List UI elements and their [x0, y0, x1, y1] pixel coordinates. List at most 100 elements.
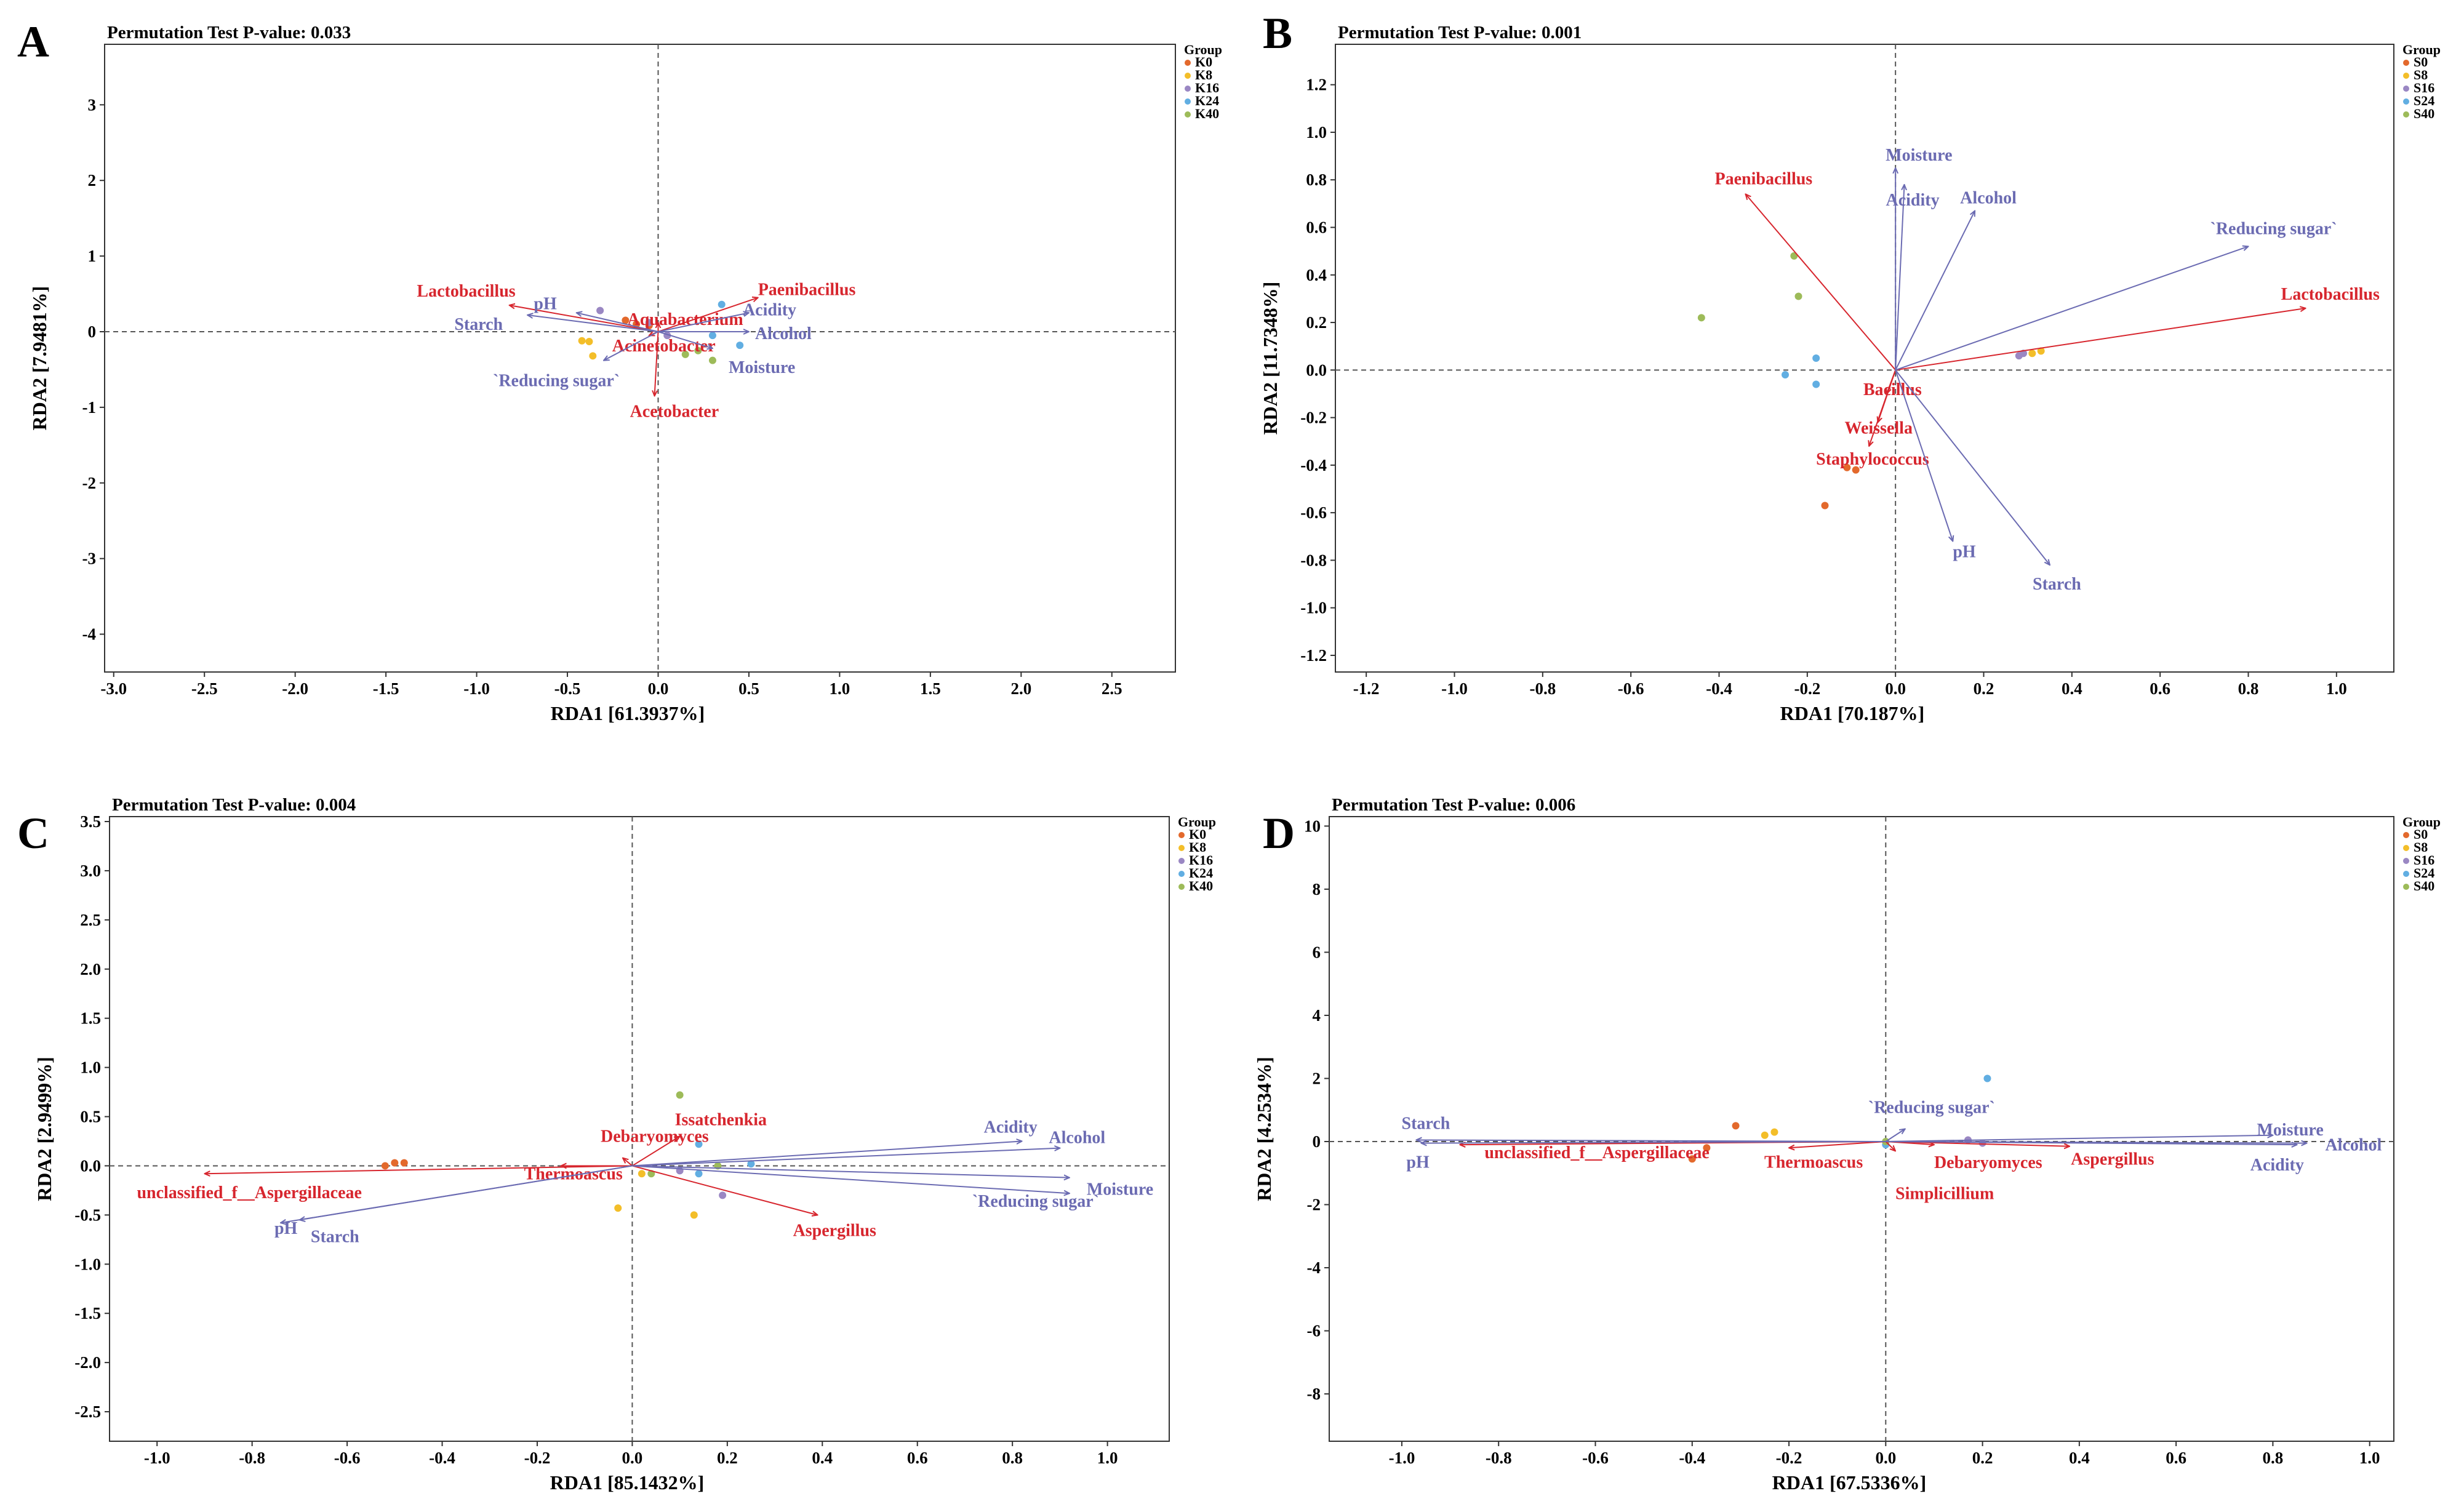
y-axis-label: RDA2 [11.7348%] — [1259, 282, 1281, 435]
y-tick-label: 0.8 — [1306, 170, 1327, 189]
x-tick-label: 0.6 — [907, 1449, 928, 1467]
env-arrow-label: Starch — [2033, 575, 2081, 594]
species-arrow-label: Paenibacillus — [1715, 169, 1813, 188]
legend-swatch — [1185, 73, 1191, 79]
x-tick-label: -0.8 — [1529, 679, 1556, 698]
legend-swatch — [2403, 858, 2409, 864]
y-tick-label: -4 — [1307, 1258, 1321, 1277]
y-tick-label: -1.0 — [1300, 599, 1327, 617]
legend-swatch — [2403, 60, 2409, 66]
sample-point — [2037, 347, 2045, 355]
legend-entry: K16 — [1189, 852, 1213, 868]
env-arrow-label: Acidity — [984, 1118, 1038, 1137]
sample-point — [695, 1140, 703, 1148]
x-tick-label: -1.2 — [1353, 679, 1380, 698]
env-arrow — [1895, 369, 2050, 565]
env-arrow — [1421, 1142, 1886, 1143]
y-tick-label: -1 — [82, 398, 97, 417]
y-tick-label: -0.8 — [1300, 551, 1327, 569]
panel-letter: D — [1263, 809, 1295, 858]
env-arrow — [1895, 246, 2248, 371]
y-tick-label: -2 — [1307, 1196, 1321, 1214]
y-tick-label: 2.5 — [80, 911, 101, 929]
species-arrow-label: Aspergillus — [2071, 1150, 2154, 1169]
sample-point — [1978, 1139, 1986, 1147]
sample-point — [690, 1211, 698, 1219]
y-tick-label: 2 — [88, 171, 97, 190]
sample-point — [719, 1191, 727, 1199]
x-tick-label: 0.8 — [2263, 1449, 2284, 1467]
y-tick-label: -1.2 — [1300, 646, 1327, 665]
panel-title: Permutation Test P-value: 0.006 — [1332, 795, 1575, 815]
legend-entry: S8 — [2414, 67, 2428, 82]
panel-d: D Permutation Test P-value: 0.006 -1.0 -0.8… — [1253, 795, 2441, 1494]
legend-swatch — [1185, 98, 1191, 105]
x-tick-label: -1.0 — [463, 679, 490, 698]
env-arrow — [300, 1165, 633, 1220]
sample-point — [622, 316, 630, 324]
env-arrow — [632, 1165, 1069, 1177]
sample-point — [676, 1091, 684, 1099]
env-arrow — [658, 331, 712, 348]
env-arrow-label: pH — [534, 294, 557, 313]
env-arrow-label: Acidity — [743, 300, 796, 319]
sample-point — [1688, 1155, 1696, 1163]
x-tick-label: 1.0 — [2326, 679, 2347, 698]
species-arrow — [204, 1165, 633, 1174]
sample-point — [747, 1160, 755, 1168]
x-tick-label: 0.6 — [2166, 1449, 2186, 1467]
y-tick-label: -0.4 — [1300, 456, 1327, 474]
x-tick-label: -1.0 — [1389, 1449, 1415, 1467]
env-arrow-label: Moisture — [1087, 1180, 1153, 1199]
env-arrow-label: Alcohol — [2325, 1136, 2382, 1155]
env-arrow-label: `Reducing sugar` — [2210, 219, 2337, 238]
species-arrow — [623, 1158, 633, 1167]
y-tick-label: -2 — [82, 474, 97, 492]
env-arrow-label: `Reducing sugar` — [1868, 1098, 1995, 1118]
panel-title: Permutation Test P-value: 0.033 — [107, 23, 351, 42]
legend-swatch — [1178, 884, 1185, 890]
species-arrow — [1895, 308, 2306, 371]
x-tick-label: -2.5 — [191, 679, 218, 698]
legend-entry: K40 — [1189, 878, 1213, 894]
x-tick-label: -1.5 — [373, 679, 399, 698]
legend-title: Group — [2402, 814, 2441, 830]
env-arrow — [632, 1165, 1069, 1193]
legend-swatch — [1185, 111, 1191, 118]
legend-swatch — [2403, 111, 2409, 118]
x-tick-label: 0.2 — [1972, 1449, 1993, 1467]
species-arrow-label: unclassified_f__Aspergillaceae — [1484, 1143, 1710, 1162]
y-tick-label: 1.0 — [1306, 123, 1327, 142]
x-tick-label: -3.0 — [100, 679, 127, 698]
env-arrow-label: Alcohol — [1049, 1129, 1105, 1148]
species-arrow-label: Simplicillium — [1895, 1184, 1994, 1203]
legend-entry: K24 — [1189, 865, 1213, 881]
y-tick-label: 8 — [1313, 880, 1321, 898]
y-tick-label: 3.5 — [80, 812, 101, 831]
y-tick-label: 3.0 — [80, 862, 101, 880]
sample-point — [400, 1159, 408, 1167]
plot-frame — [1335, 44, 2394, 673]
species-arrow-label: Acinetobacter — [612, 337, 716, 356]
y-tick-label: 6 — [1313, 943, 1321, 961]
legend-entry: K24 — [1195, 93, 1219, 108]
x-axis-label: RDA1 [67.5336%] — [1772, 1471, 1927, 1494]
y-tick-label: 3 — [88, 95, 97, 114]
env-arrow — [1886, 1141, 2297, 1145]
env-arrow — [1895, 370, 1953, 541]
species-arrow-label: Paenibacillus — [758, 281, 856, 300]
sample-point — [1703, 1144, 1711, 1152]
species-arrow-label: Lactobacillus — [417, 282, 515, 301]
species-arrow — [658, 298, 758, 332]
y-tick-label: -3 — [82, 550, 97, 568]
x-tick-label: -0.4 — [1679, 1449, 1705, 1467]
x-tick-label: -0.6 — [1582, 1449, 1609, 1467]
legend-entry: K8 — [1195, 67, 1212, 82]
legend-swatch — [1178, 871, 1185, 877]
y-tick-label: -1.0 — [74, 1255, 101, 1273]
legend-swatch — [1178, 845, 1185, 851]
panel-letter: B — [1263, 9, 1292, 58]
y-tick-label: -1.5 — [74, 1304, 101, 1322]
y-tick-label: -2.0 — [74, 1353, 101, 1372]
